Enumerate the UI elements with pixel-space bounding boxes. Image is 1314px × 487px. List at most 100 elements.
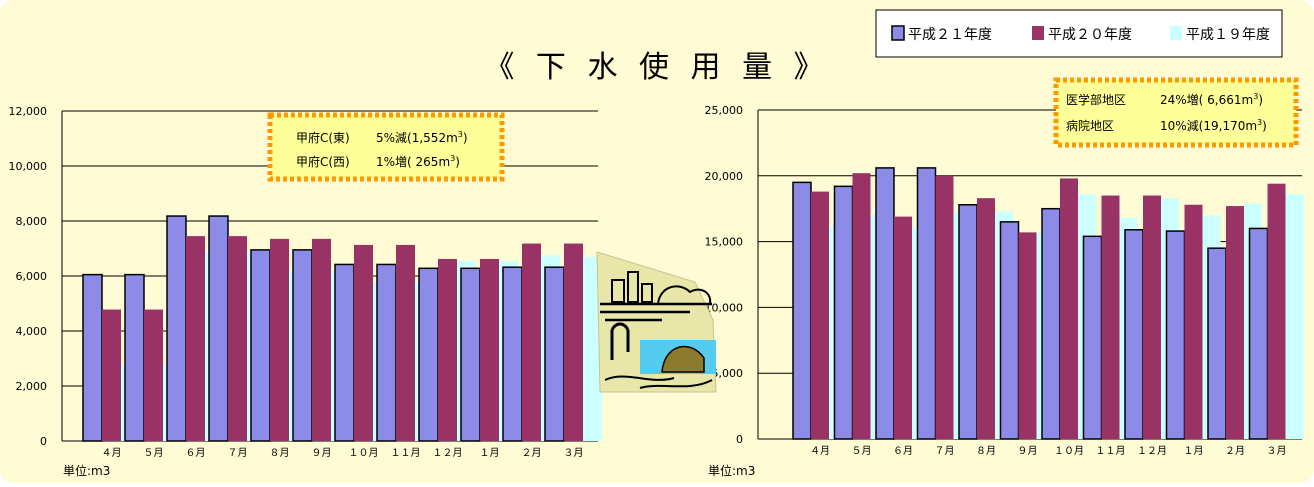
- bar-h21: [208, 215, 229, 442]
- x-tick-label: ７月: [935, 445, 955, 457]
- legend-swatch-h20: [1032, 26, 1044, 40]
- legend-label-h19: 平成１９年度: [1186, 27, 1270, 43]
- bar-h21: [292, 249, 313, 442]
- bar-h21: [1082, 235, 1103, 440]
- annotation-frame-left: [267, 112, 505, 182]
- annotation-name-right-0: 医学部地区: [1066, 92, 1126, 107]
- x-tick-label: ８月: [976, 445, 996, 457]
- illustration-sludge: [661, 345, 705, 373]
- bar-h20: [144, 309, 163, 441]
- x-tick-label: ９月: [1018, 445, 1038, 457]
- annotation-change-left-0: 5%減(1,552m3): [376, 130, 468, 145]
- annotation-frame-right: [1053, 77, 1299, 148]
- y-tick-label: 0: [40, 435, 47, 448]
- bar-h21: [376, 263, 397, 442]
- annotation-change-right-1: 10%減(19,170m3): [1160, 118, 1267, 133]
- bar-h21: [460, 267, 481, 442]
- unit-label-left: 単位:m3: [63, 463, 110, 478]
- annotation-name-left-1: 甲府C(西): [296, 154, 350, 169]
- x-tick-label: ５月: [852, 445, 872, 457]
- bar-h20: [1226, 206, 1244, 439]
- bar-h20: [396, 244, 415, 441]
- bar-h20: [1184, 204, 1203, 439]
- bar-h21: [958, 204, 978, 440]
- bar-h21: [502, 266, 523, 442]
- bar-h19: [1285, 194, 1304, 439]
- annotation-box-right: 医学部地区 24%増( 6,661m3) 病院地区 10%減(19,170m3): [1053, 77, 1299, 148]
- bar-h20: [312, 238, 331, 441]
- y-tick-label: 0: [736, 433, 743, 446]
- annotation-box-left: 甲府C(東) 5%減(1,552m3) 甲府C(西) 1%増( 265m3): [267, 112, 505, 182]
- x-tick-label: ９月: [312, 447, 332, 459]
- annotation-name-left-0: 甲府C(東): [296, 130, 350, 145]
- x-tick-label: ７月: [228, 447, 248, 459]
- illustration-pipe: [610, 322, 630, 360]
- bar-h21: [1124, 229, 1144, 440]
- bar-h21: [1248, 227, 1269, 440]
- x-tick-label: １２月: [1137, 445, 1167, 457]
- bar-h19: [583, 256, 602, 441]
- x-tick-label: ４月: [102, 447, 122, 459]
- bar-h21: [1207, 247, 1227, 440]
- bar-h21: [916, 167, 937, 440]
- illustration-outline: [604, 375, 713, 389]
- x-tick-label: １０月: [1054, 445, 1084, 457]
- x-tick-label: ３月: [564, 447, 584, 459]
- bar-h20: [102, 309, 121, 441]
- bar-h20: [522, 243, 541, 441]
- bar-h20: [811, 191, 829, 439]
- chart-kofu: 0 2,000 4,000 6,000 8,000 10,000 12,000 ４月 ５月 ６月 ７…: [9, 105, 602, 459]
- annotation-change-left-1: 1%増( 265m3): [376, 154, 460, 169]
- bar-h20: [270, 238, 289, 441]
- unit-label-right: 単位:m3: [708, 463, 755, 478]
- bar-h21: [124, 273, 145, 442]
- y-tick-label: 8,000: [16, 215, 48, 228]
- illustration-ground: [600, 302, 712, 322]
- x-tick-label: ６月: [893, 445, 913, 457]
- illustration-building-1: [611, 279, 625, 303]
- bar-h20: [354, 244, 373, 441]
- bar-h20: [228, 236, 247, 441]
- bar-h21: [82, 273, 103, 442]
- bar-h20: [564, 243, 583, 441]
- x-tick-label: ２月: [1225, 445, 1245, 457]
- x-tick-label: １１月: [391, 447, 421, 459]
- bar-h21: [792, 181, 812, 440]
- legend-label-h20: 平成２０年度: [1048, 27, 1132, 43]
- bar-h20: [852, 173, 871, 439]
- page-title: 《 下 水 使 用 量 》: [484, 50, 829, 85]
- x-tick-label: ３月: [1267, 445, 1287, 457]
- x-tick-label: １２月: [433, 447, 463, 459]
- x-tick-label: １月: [1184, 445, 1204, 457]
- bar-h21: [999, 221, 1020, 440]
- legend-box: [875, 9, 1283, 58]
- bar-h21: [1041, 207, 1061, 440]
- chart-igakubu: 0 5,000 10,000 15,000 20,000 25,000 ４月 ５月 ６月 ７月 ８月…: [705, 104, 1304, 457]
- legend: 平成２１年度 平成２０年度 平成１９年度: [875, 9, 1283, 58]
- bar-h20: [480, 258, 499, 441]
- y-tick-label: 15,000: [705, 236, 744, 249]
- bar-h21: [875, 167, 895, 440]
- y-tick-label: 25,000: [705, 104, 744, 117]
- legend-label-h21: 平成２１年度: [908, 27, 992, 43]
- bar-h21: [334, 263, 355, 442]
- sewage-illustration-icon: [596, 251, 717, 393]
- y-tick-label: 5,000: [712, 367, 744, 380]
- bar-h20: [1267, 183, 1286, 439]
- bar-h21: [250, 249, 271, 442]
- annotation-name-right-1: 病院地区: [1066, 118, 1114, 133]
- bar-h21: [418, 267, 439, 442]
- y-tick-label: 12,000: [9, 105, 48, 118]
- x-tick-label: ２月: [522, 447, 542, 459]
- legend-swatch-h21: [891, 25, 905, 41]
- bar-h21: [1165, 230, 1186, 440]
- y-tick-label: 4,000: [16, 325, 48, 338]
- bar-h20: [1018, 232, 1037, 439]
- bar-h21: [166, 215, 187, 442]
- bar-h20: [894, 216, 912, 439]
- legend-swatch-h19: [1170, 26, 1182, 40]
- bar-h21: [544, 266, 565, 442]
- illustration-tree: [657, 285, 712, 305]
